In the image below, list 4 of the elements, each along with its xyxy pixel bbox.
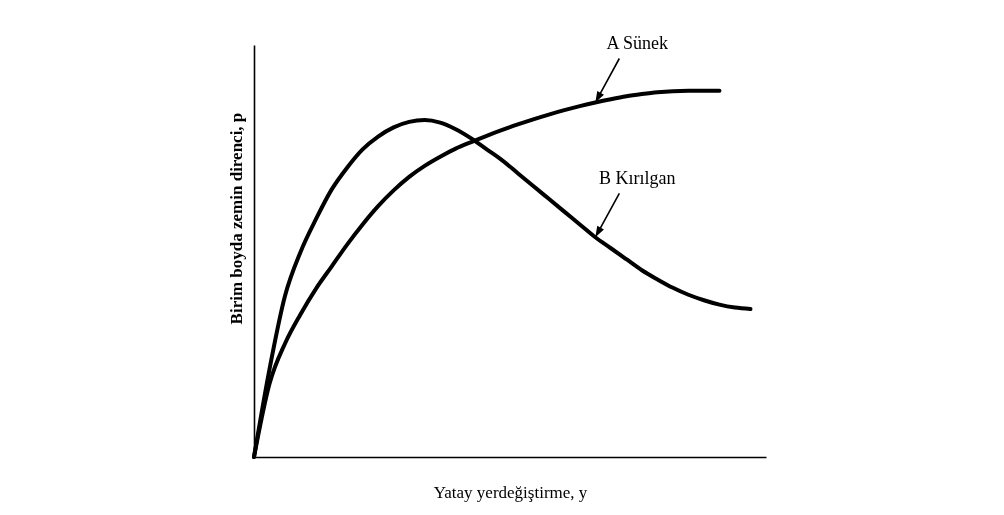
text: B Kırılgan [599,168,676,189]
text: A Sünek [606,33,669,54]
x-axis-title: Yatay yerdeğiştirme, y [433,482,588,502]
y-axis-title: Birim boyda zemin direnci, p [226,112,246,325]
